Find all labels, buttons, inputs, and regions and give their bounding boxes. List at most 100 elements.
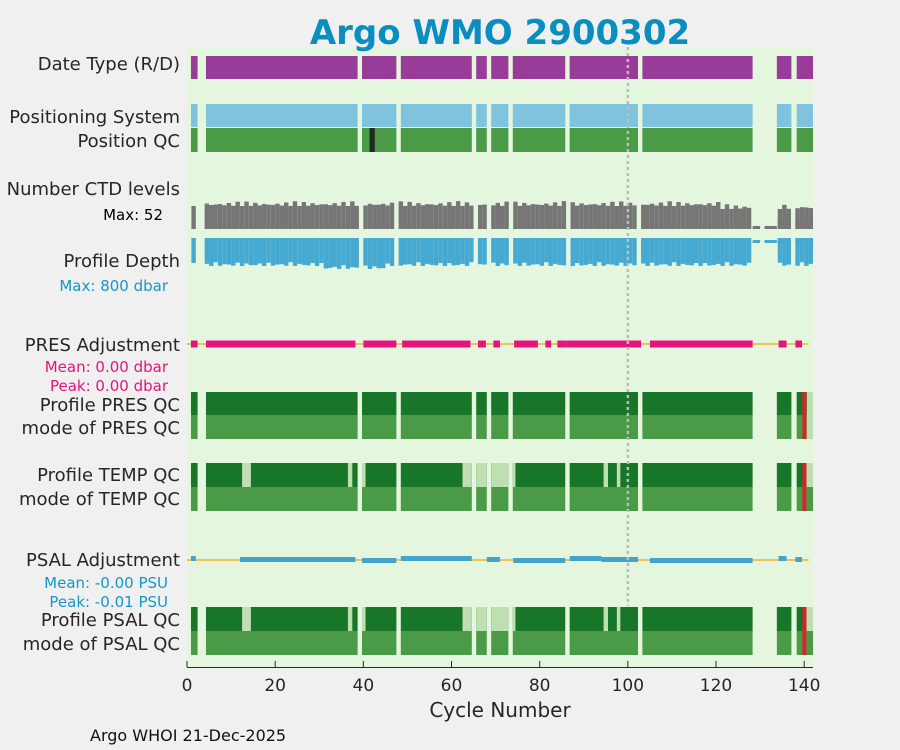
temp-mode-bar-2: [362, 487, 397, 511]
ctd-levels-bar-113: [685, 203, 690, 229]
profile-depth-bar-52: [416, 238, 421, 263]
ctd-levels-bar-91: [588, 204, 593, 229]
ctd-levels-bar-1: [191, 205, 196, 229]
x-tick-label-40: 40: [353, 676, 375, 696]
psal-qc-light-1: [347, 607, 353, 631]
ctd-levels-bar-11: [235, 201, 240, 229]
date-type-bar-4: [476, 56, 487, 79]
profile-depth-bar-46: [389, 238, 395, 266]
ctd-tail-140: [804, 220, 809, 229]
ctd-levels-bar-118: [707, 203, 712, 229]
ctd-levels-bar-24: [292, 201, 298, 229]
profile-depth-bar-88: [574, 238, 580, 264]
profile-depth-bar-75: [517, 238, 523, 266]
psal-qc-bar-3: [400, 607, 472, 631]
x-tick-label-80: 80: [529, 676, 551, 696]
psal-mode-bar-9: [776, 631, 792, 655]
psal-qc-bad-0: [802, 607, 807, 655]
profile-depth-bar-82: [548, 238, 553, 266]
pres-mode-bar-2: [362, 415, 397, 439]
ctd-levels-bar-117: [702, 205, 708, 229]
psal-qc-light-8: [616, 607, 621, 631]
position-qc-bar-9: [776, 128, 792, 152]
position-qc-bar-8: [642, 128, 753, 152]
ctd-levels-bar-81: [544, 203, 549, 229]
pres-adj-bar-4: [477, 340, 486, 348]
psal-qc-light-5: [491, 607, 509, 631]
pres-adj-bar-5: [493, 340, 500, 348]
psal-qc-bar-8: [642, 607, 753, 631]
x-tick-label-20: 20: [264, 676, 286, 696]
temp-qc-light-6: [512, 463, 516, 487]
row-label-pres-qc: Profile PRES QC: [40, 395, 180, 416]
psal-mode-bar-1: [205, 631, 358, 655]
profile-depth-bar-6: [213, 238, 218, 263]
ctd-levels-bar-34: [336, 205, 342, 229]
profile-depth-bar-56: [433, 238, 439, 266]
profile-depth-bar-84: [557, 238, 562, 265]
positioning-bar-1: [205, 104, 358, 127]
ctd-levels-bar-78: [530, 204, 536, 229]
ctd-levels-bar-51: [411, 205, 417, 229]
profile-depth-bar-139: [799, 238, 805, 263]
x-tick-label-0: 0: [182, 676, 193, 696]
position-qc-bad-0: [369, 128, 375, 152]
ctd-levels-bar-92: [592, 204, 597, 229]
ctd-levels-bar-60: [451, 205, 456, 229]
profile-depth-bar-53: [420, 238, 426, 266]
temp-qc-light-0: [242, 463, 251, 487]
profile-depth-bar-135: [782, 238, 787, 266]
profile-depth-bar-117: [702, 238, 708, 264]
position-qc-bar-3: [400, 128, 472, 152]
profile-depth-bar-120: [716, 238, 721, 264]
depth-tail-139: [799, 239, 805, 244]
ctd-levels-bar-109: [667, 201, 672, 229]
profile-depth-bar-27: [306, 238, 311, 266]
ctd-levels-bar-97: [614, 205, 620, 229]
psal-qc-light-9: [806, 607, 813, 631]
profile-depth-bar-91: [588, 238, 593, 264]
positioning-bar-2: [362, 104, 397, 127]
ctd-levels-bar-111: [676, 202, 681, 229]
profile-depth-bar-115: [693, 238, 699, 264]
profile-depth-bar-118: [707, 238, 712, 266]
ctd-levels-bar-95: [605, 205, 611, 229]
ctd-levels-bar-83: [552, 202, 558, 229]
ctd-levels-bar-79: [535, 204, 540, 229]
x-tick-label-60: 60: [441, 676, 463, 696]
ctd-levels-bar-107: [658, 202, 664, 229]
pres-mode-bar-9: [776, 415, 792, 439]
ctd-levels-bar-29: [314, 205, 320, 229]
ctd-levels-bar-61: [455, 201, 461, 229]
ctd-tail-136: [786, 221, 791, 229]
profile-depth-bar-17: [261, 238, 267, 266]
profile-depth-bar-25: [297, 238, 302, 264]
ctd-levels-bar-141: [808, 208, 813, 229]
profile-depth-bar-85: [561, 238, 567, 266]
ctd-levels-bar-23: [288, 205, 293, 229]
profile-depth-bar-41: [367, 238, 373, 269]
profile-depth-bar-100: [627, 238, 633, 264]
row-label-temp-mode: mode of TEMP QC: [19, 489, 180, 510]
pres-adj-bar-9: [566, 340, 642, 348]
ctd-levels-bar-127: [746, 207, 752, 229]
ctd-levels-bar-99: [623, 205, 628, 229]
profile-depth-bar-105: [649, 238, 655, 263]
profile-depth-bar-103: [641, 238, 646, 264]
psal-qc-light-7: [603, 607, 609, 631]
ctd-levels-bar-108: [663, 205, 668, 229]
profile-depth-bar-60: [451, 238, 456, 266]
date-type-bar-6: [512, 56, 566, 79]
row-label-psal-mode: mode of PSAL QC: [23, 634, 180, 655]
profile-depth-bar-61: [455, 238, 461, 265]
ctd-levels-bar-136: [786, 208, 791, 229]
x-tick-label-140: 140: [788, 676, 820, 696]
pres-qc-bar-9: [776, 392, 792, 415]
row-label-ctd-levels: Number CTD levels: [7, 179, 180, 200]
psal-qc-bar-2: [362, 607, 397, 631]
profile-depth-bar-94: [601, 238, 606, 266]
psal-adj-bar-4: [486, 557, 500, 562]
profile-depth-bar-93: [596, 238, 602, 263]
ctd-levels-bar-52: [416, 203, 421, 229]
